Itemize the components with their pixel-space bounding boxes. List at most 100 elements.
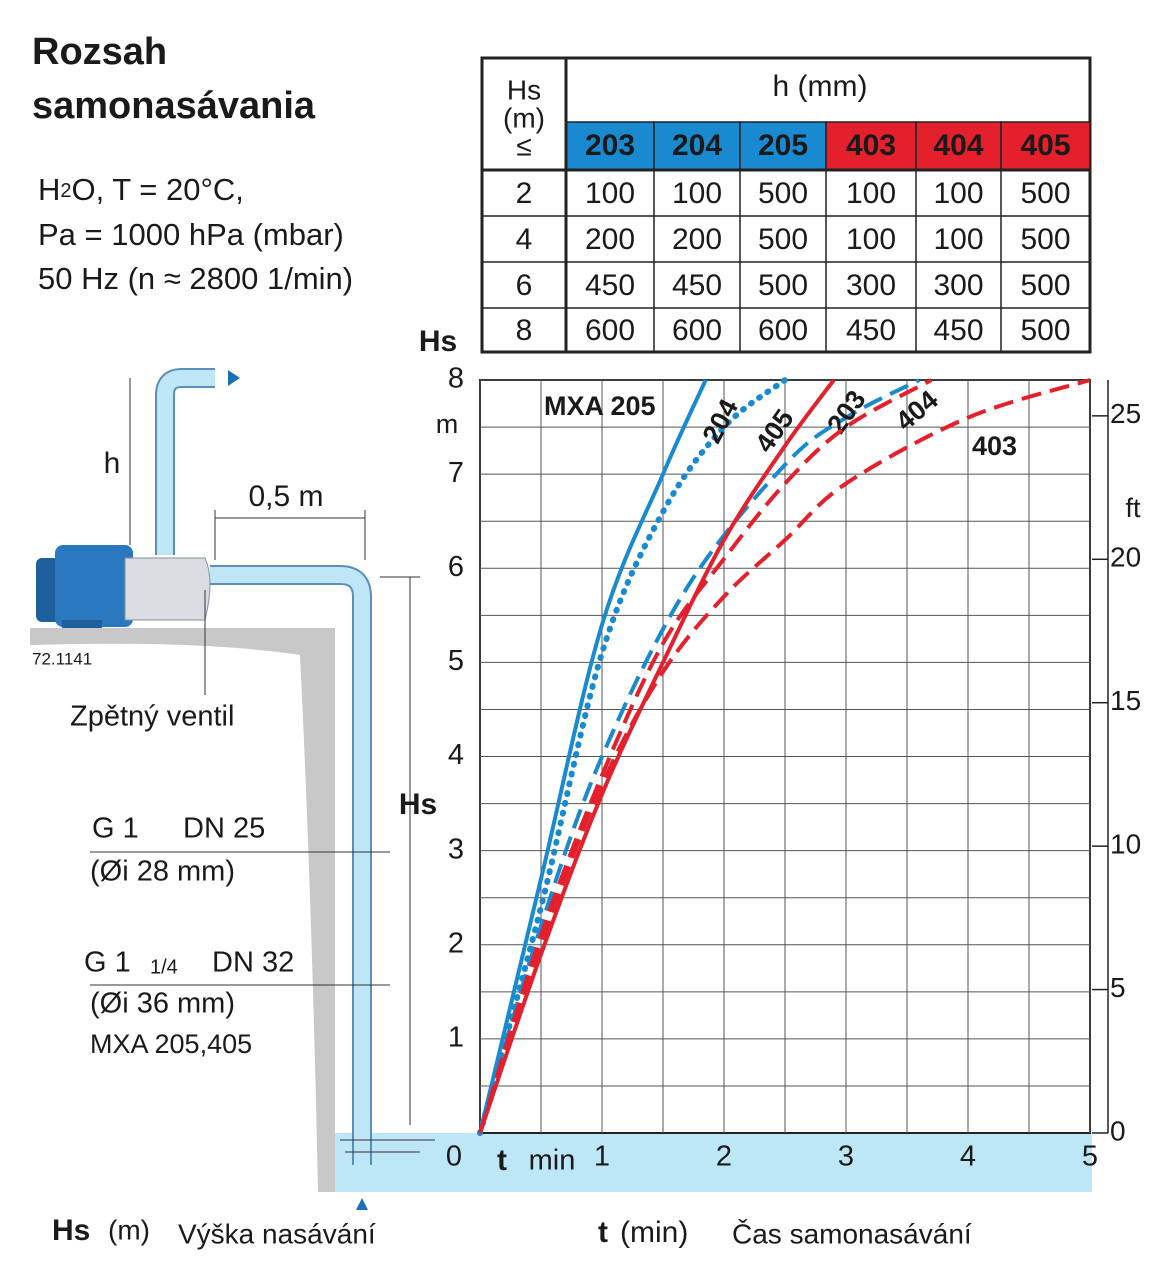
- label: 1: [448, 1022, 464, 1054]
- dimensions: [90, 378, 435, 1153]
- label: 5: [1110, 972, 1126, 1003]
- label: 2: [516, 177, 533, 210]
- formula-part: 2: [60, 180, 71, 202]
- series-line: [478, 378, 933, 1134]
- label: ft: [1125, 493, 1141, 523]
- label: 100: [846, 177, 896, 210]
- label: 500: [1020, 177, 1070, 210]
- label: 8: [516, 314, 533, 347]
- label: 200: [585, 223, 635, 256]
- label: 600: [585, 314, 635, 347]
- label: 405: [1020, 129, 1070, 162]
- label: 2: [448, 927, 464, 959]
- label: 450: [585, 269, 635, 302]
- label: 50 Hz (n ≈ 2800 1/min): [38, 261, 353, 296]
- column-header-cell: [1000, 121, 1091, 171]
- label: 3: [448, 833, 464, 865]
- pump-foot: [62, 620, 102, 628]
- label: 72.1141: [32, 649, 92, 668]
- label: Rozsah: [32, 31, 167, 73]
- label: 8: [448, 363, 464, 395]
- table-frame: [480, 56, 1092, 354]
- label: samonasávania: [32, 85, 316, 127]
- label: 403: [846, 129, 896, 162]
- label: 6: [448, 551, 464, 583]
- label: Hs: [399, 788, 437, 821]
- label: 600: [758, 314, 808, 347]
- label: h: [104, 447, 121, 480]
- label: Čas samonasávání: [732, 1218, 972, 1249]
- label: Zpětný ventil: [70, 701, 234, 733]
- label: 500: [758, 269, 808, 302]
- label: 300: [933, 269, 983, 302]
- label: 20: [1110, 542, 1141, 573]
- label: (m): [108, 1214, 150, 1245]
- x-tick-label: 2: [716, 1141, 732, 1173]
- label: 500: [758, 177, 808, 210]
- label: 7: [448, 457, 464, 489]
- label: 205: [758, 129, 808, 162]
- label: 4: [516, 223, 533, 256]
- label: (min): [620, 1216, 688, 1249]
- label: 15: [1110, 685, 1141, 716]
- label: 500: [1020, 314, 1070, 347]
- series-line: [477, 377, 788, 1136]
- label: Pa = 1000 hPa (mbar): [38, 217, 344, 252]
- label: 450: [846, 314, 896, 347]
- x-tick-label: 1: [594, 1141, 610, 1173]
- label: Hs: [507, 74, 541, 105]
- suction-pipe: [210, 567, 370, 1165]
- label: Hs: [419, 325, 457, 358]
- series-line: [478, 378, 921, 1134]
- label: (m): [503, 102, 545, 133]
- label: 6: [516, 269, 533, 302]
- label: 500: [1020, 223, 1070, 256]
- label: 4: [448, 739, 464, 771]
- label: Hs: [52, 1214, 90, 1247]
- label: 200: [672, 223, 722, 256]
- series-label: 405: [749, 404, 799, 458]
- label: 100: [933, 177, 983, 210]
- label: t: [598, 1216, 608, 1249]
- label: 100: [672, 177, 722, 210]
- series-label: MXA 205: [544, 391, 656, 421]
- label: G 1: [84, 947, 131, 979]
- label: 404: [933, 129, 983, 162]
- series-line: [478, 378, 1091, 1134]
- series-label: 203: [821, 385, 871, 439]
- label: Výška nasávání: [178, 1218, 376, 1249]
- label: min: [529, 1145, 576, 1177]
- label: 25: [1110, 398, 1141, 429]
- label: G 1: [92, 813, 139, 845]
- label: DN 25: [183, 813, 265, 845]
- label: 203: [585, 129, 635, 162]
- series-label: 204: [697, 394, 745, 448]
- label: 450: [672, 269, 722, 302]
- x-tick-label: 0: [446, 1141, 462, 1173]
- water: [335, 1133, 1092, 1192]
- label: 100: [933, 223, 983, 256]
- label: 100: [846, 223, 896, 256]
- formula: H2O, T = 20°C,: [38, 172, 244, 207]
- label: 204: [672, 129, 722, 162]
- column-header-cell: [915, 121, 1002, 171]
- label: 600: [672, 314, 722, 347]
- series-line: [478, 379, 708, 1134]
- arrow: [228, 370, 240, 386]
- pump-body: [124, 557, 211, 621]
- label: 450: [933, 314, 983, 347]
- x-tick-label: 3: [838, 1141, 854, 1173]
- label: 500: [758, 223, 808, 256]
- label: DN 32: [212, 947, 294, 979]
- label: 10: [1110, 829, 1141, 860]
- arrow: [356, 1198, 368, 1210]
- label: 0,5 m: [248, 480, 323, 513]
- label: 500: [1020, 269, 1070, 302]
- x-tick-label: 5: [1082, 1141, 1098, 1173]
- label: 100: [585, 177, 635, 210]
- label: 5: [448, 645, 464, 677]
- label: ≤: [516, 130, 531, 161]
- label: m: [436, 409, 459, 439]
- discharge-pipe: [157, 370, 215, 555]
- formula-part: H: [38, 172, 60, 207]
